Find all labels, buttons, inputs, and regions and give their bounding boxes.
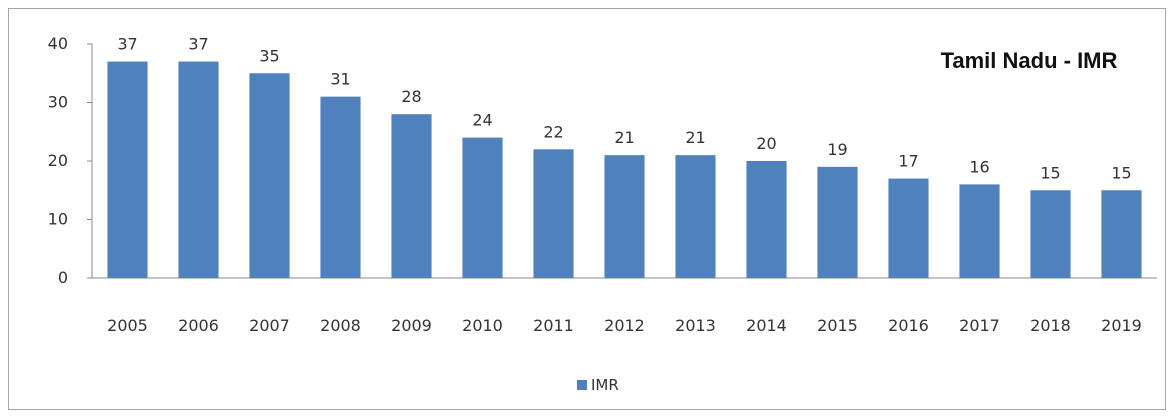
x-axis: 2005 2006 2007 2008 2009 2010 2011 2012 2013 2014… — [92, 277, 1157, 335]
y-axis: 0 10 20 30 40 — [48, 34, 93, 287]
x-tick-label: 2012 — [604, 316, 645, 335]
bar — [391, 114, 432, 278]
y-tick-label: 20 — [48, 151, 68, 170]
data-label: 17 — [898, 152, 918, 171]
bars — [107, 61, 1142, 279]
bar — [959, 184, 1000, 278]
bar — [675, 155, 716, 278]
bar — [462, 137, 503, 278]
y-tick-label: 0 — [58, 268, 68, 287]
data-label: 20 — [756, 134, 776, 153]
x-tick-label: 2010 — [462, 316, 503, 335]
bar — [107, 61, 148, 278]
x-tick-label: 2005 — [107, 316, 148, 335]
x-tick-label: 2018 — [1030, 316, 1071, 335]
data-label: 37 — [117, 35, 137, 54]
x-tick-label: 2011 — [533, 316, 574, 335]
data-label: 35 — [259, 46, 279, 65]
data-labels: 37 37 35 31 28 24 22 21 21 20 19 17 16 15 15 — [117, 35, 1131, 183]
data-label: 24 — [472, 111, 492, 130]
data-label: 16 — [969, 157, 989, 176]
data-label: 19 — [827, 140, 847, 159]
y-tick-label: 30 — [48, 93, 68, 112]
legend-swatch — [577, 380, 587, 390]
x-tick-label: 2016 — [888, 316, 929, 335]
bar — [178, 61, 219, 278]
data-label: 31 — [330, 70, 350, 89]
x-tick-label: 2007 — [249, 316, 290, 335]
chart-frame: 0 10 20 30 40 2005 2006 2007 2008 2009 2010 2011 20… — [8, 8, 1166, 410]
legend: IMR — [577, 376, 619, 394]
x-tick-label: 2008 — [320, 316, 361, 335]
bar — [320, 96, 361, 279]
y-tick-label: 10 — [48, 210, 68, 229]
data-label: 15 — [1111, 163, 1131, 182]
data-label: 21 — [685, 128, 705, 147]
data-label: 15 — [1040, 163, 1060, 182]
chart-title: Tamil Nadu - IMR — [941, 48, 1118, 73]
x-tick-label: 2015 — [817, 316, 858, 335]
bar — [888, 178, 929, 278]
x-tick-label: 2013 — [675, 316, 716, 335]
bar — [533, 149, 574, 278]
y-tick-label: 40 — [48, 34, 68, 53]
bar — [746, 161, 787, 278]
bar — [604, 155, 645, 278]
data-label: 28 — [401, 87, 421, 106]
x-tick-label: 2014 — [746, 316, 787, 335]
data-label: 22 — [543, 122, 563, 141]
bar — [249, 73, 290, 278]
bar — [1101, 190, 1142, 278]
x-tick-label: 2009 — [391, 316, 432, 335]
legend-label: IMR — [591, 376, 619, 394]
data-label: 37 — [188, 35, 208, 54]
bar — [817, 166, 858, 278]
x-tick-label: 2019 — [1101, 316, 1142, 335]
x-tick-label: 2017 — [959, 316, 1000, 335]
data-label: 21 — [614, 128, 634, 147]
x-tick-label: 2006 — [178, 316, 219, 335]
bar — [1030, 190, 1071, 278]
